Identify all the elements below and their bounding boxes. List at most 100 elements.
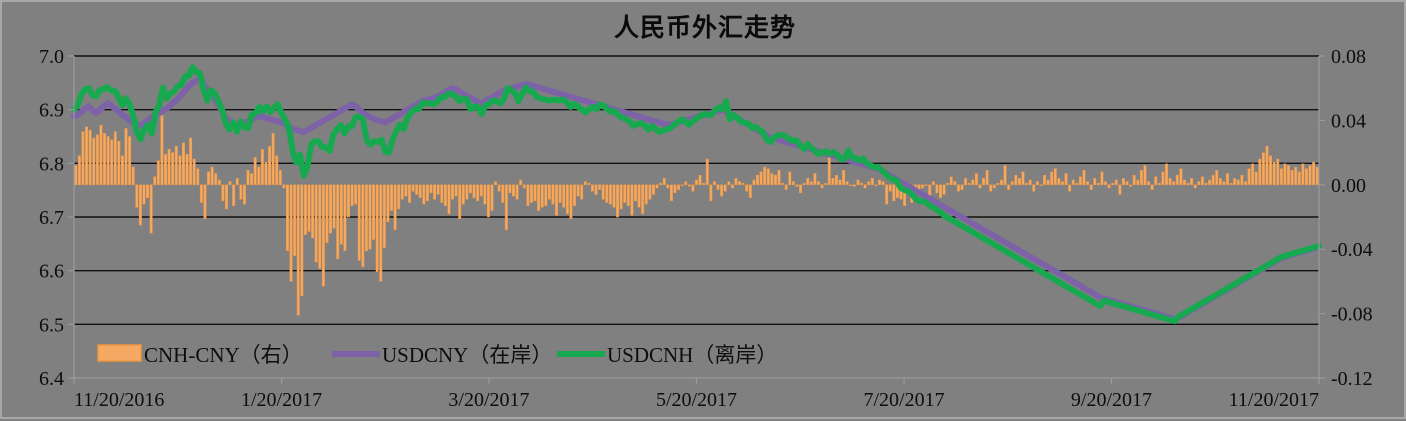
bar <box>691 184 695 192</box>
bar <box>935 184 939 194</box>
bar <box>1261 152 1265 186</box>
left-axis-tick-labels: 6.4 6.5 6.6 6.7 6.8 6.9 7.0 <box>39 46 64 390</box>
bar <box>756 174 759 186</box>
bar <box>967 182 971 186</box>
bar <box>300 184 304 297</box>
bar <box>364 184 368 252</box>
bar <box>974 173 978 186</box>
bar <box>1297 171 1301 186</box>
bar <box>142 184 146 205</box>
bar <box>296 184 300 316</box>
bar <box>1057 178 1061 186</box>
bar <box>178 155 182 186</box>
bar <box>1100 171 1104 186</box>
bar <box>641 184 645 215</box>
bar <box>1175 174 1179 186</box>
bar <box>788 171 792 186</box>
bar <box>547 184 551 200</box>
bar <box>1193 184 1197 189</box>
bar <box>429 184 433 194</box>
bar <box>164 153 167 186</box>
bar <box>146 184 150 198</box>
bar <box>382 184 386 248</box>
bar <box>1086 181 1090 186</box>
bar <box>1165 163 1168 186</box>
bar <box>422 184 426 205</box>
bar <box>1172 181 1176 186</box>
bar <box>1200 176 1204 186</box>
bar <box>303 184 307 235</box>
bar <box>1078 176 1082 186</box>
bar <box>598 184 602 190</box>
bar <box>1021 171 1025 186</box>
bar <box>336 184 340 260</box>
bar <box>652 184 655 195</box>
bar <box>286 184 289 252</box>
usdcny-path <box>71 75 1322 322</box>
bar <box>174 145 178 186</box>
usdcny-onshore-line <box>71 75 1322 322</box>
bar <box>92 137 96 186</box>
bar <box>440 184 444 203</box>
x-axis-tick: 1/20/2017 <box>241 389 322 411</box>
bar <box>992 184 996 189</box>
bar <box>404 184 408 197</box>
bar <box>1254 171 1258 186</box>
bar <box>436 184 440 195</box>
bar <box>454 184 458 197</box>
bar <box>852 184 856 187</box>
bar <box>260 149 264 186</box>
bar <box>666 184 670 189</box>
right-axis-tick: 0.00 <box>1331 175 1366 197</box>
bar <box>985 170 989 186</box>
bar <box>1114 179 1118 186</box>
bar <box>393 184 397 231</box>
bar <box>390 184 393 211</box>
bar <box>634 184 637 202</box>
bar <box>1154 176 1158 186</box>
bar <box>1150 184 1154 190</box>
bar <box>1294 166 1298 186</box>
bar <box>942 184 946 195</box>
bar <box>555 184 559 216</box>
bar <box>698 174 702 186</box>
bar <box>655 184 659 189</box>
bar <box>138 184 142 226</box>
bar <box>971 179 975 186</box>
bar <box>321 184 325 287</box>
bar <box>350 184 354 206</box>
bar <box>605 184 609 203</box>
bar <box>834 174 838 186</box>
bar <box>199 184 203 203</box>
bar <box>483 184 487 205</box>
bar <box>95 134 99 186</box>
bar <box>752 179 756 186</box>
bar <box>738 181 741 186</box>
bar <box>253 157 257 186</box>
bar <box>551 184 555 205</box>
bar <box>400 184 404 200</box>
left-axis-tick: 6.5 <box>39 314 64 336</box>
bar <box>885 184 889 205</box>
bar <box>1308 165 1312 186</box>
bar <box>268 145 271 186</box>
bar <box>486 184 490 218</box>
bar <box>583 181 587 186</box>
bar <box>1093 178 1097 186</box>
bar <box>497 184 501 192</box>
bar <box>644 184 648 205</box>
bar <box>712 181 716 186</box>
legend-label: CNH-CNY（右） <box>144 343 303 367</box>
bar <box>99 124 103 186</box>
bar <box>530 184 533 203</box>
right-axis-tick: -0.04 <box>1331 239 1373 261</box>
bar <box>1017 178 1021 186</box>
bar <box>892 184 896 202</box>
bar <box>1068 184 1072 192</box>
bar <box>106 136 110 186</box>
bar <box>411 184 415 192</box>
bar <box>379 184 383 282</box>
bar <box>461 184 465 205</box>
bar <box>192 158 196 186</box>
bar <box>1269 155 1273 186</box>
